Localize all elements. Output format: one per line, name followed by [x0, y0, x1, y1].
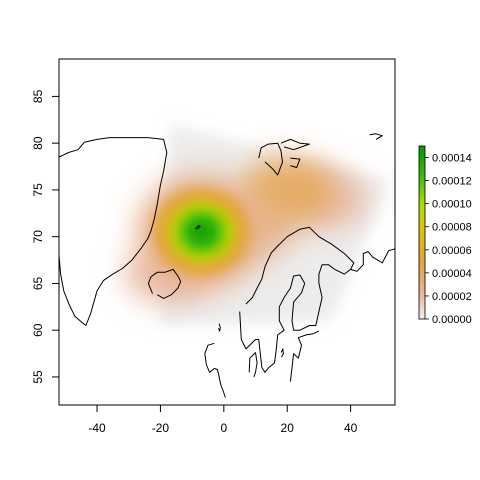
y-tick-label: 85 — [31, 89, 45, 103]
coastline-jan-mayen — [194, 225, 201, 230]
coastline-franz-josef — [369, 133, 383, 140]
colorbar-ticks: 0.00000 0.00002 0.00004 0.00006 0.00008 0.000… — [425, 153, 472, 326]
y-tick-label: 70 — [31, 230, 45, 244]
density-peak — [136, 173, 267, 291]
coastline-scandinavia — [239, 226, 355, 373]
colorbar-tick-label: 0.00004 — [432, 268, 472, 280]
coastlines — [59, 133, 395, 398]
density-field — [124, 156, 368, 304]
coastline-denmark — [248, 352, 258, 378]
density-peak — [239, 156, 336, 224]
x-tick-label: 40 — [344, 421, 358, 435]
colorbar-legend: 0.00000 0.00002 0.00004 0.00006 0.00008 0.000… — [418, 145, 472, 326]
coastline-shetland — [217, 323, 221, 332]
colorbar-tick-label: 0.00010 — [432, 199, 472, 211]
colorbar-tick-label: 0.00000 — [432, 314, 472, 326]
x-tick-label: -40 — [88, 421, 106, 435]
coastline-gotland — [280, 348, 284, 358]
coastline-kola-north — [350, 248, 395, 272]
y-tick-label: 55 — [31, 370, 45, 384]
x-tick-label: -20 — [152, 421, 170, 435]
y-tick-label: 80 — [31, 136, 45, 150]
coastline-svalbard-west — [258, 142, 283, 176]
density-contour — [239, 156, 336, 224]
colorbar — [418, 145, 426, 320]
colorbar-tick-label: 0.00012 — [432, 176, 472, 188]
y-tick-label: 60 — [31, 323, 45, 337]
plot-frame — [58, 58, 396, 406]
y-axis: 55 60 65 70 75 80 85 — [31, 89, 59, 384]
colorbar-tick-label: 0.00002 — [432, 291, 472, 303]
coastline-britain — [204, 342, 226, 398]
density-contour — [190, 221, 214, 243]
plot-area — [59, 124, 395, 398]
y-tick-label: 75 — [31, 183, 45, 197]
coastline-edgeoya — [290, 157, 301, 168]
y-tick-label: 65 — [31, 276, 45, 290]
coastline-svalbard-east — [280, 138, 310, 151]
colorbar-tick-label: 0.00014 — [432, 153, 472, 165]
x-tick-label: 0 — [220, 421, 227, 435]
coastline-greenland — [59, 137, 168, 326]
coastline-iceland — [147, 268, 182, 299]
x-axis: -40 -20 0 20 40 — [88, 405, 358, 435]
x-tick-label: 20 — [281, 421, 295, 435]
coastline-baltic-states — [289, 330, 320, 382]
colorbar-tick-label: 0.00008 — [432, 222, 472, 234]
colorbar-tick-label: 0.00006 — [432, 245, 472, 257]
